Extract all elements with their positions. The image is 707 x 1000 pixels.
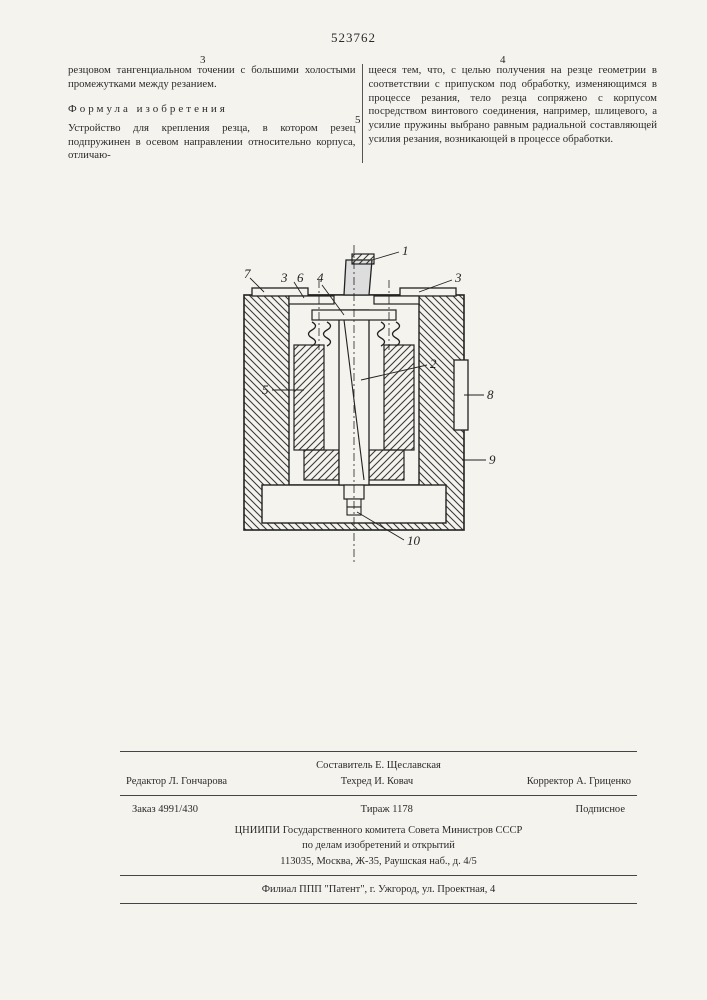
svg-text:2: 2 — [430, 356, 437, 371]
svg-text:5: 5 — [262, 382, 269, 397]
corrector: Корректор А. Гриценко — [527, 774, 631, 789]
order-number: Заказ 4991/430 — [132, 802, 198, 817]
org-line-2: по делам изобретений и открытий — [126, 838, 631, 853]
svg-text:10: 10 — [407, 533, 421, 548]
svg-text:6: 6 — [297, 270, 304, 285]
branch-line: Филиал ППП "Патент", г. Ужгород, ул. Про… — [120, 876, 637, 904]
org-line-1: ЦНИИПИ Государственного комитета Совета … — [126, 823, 631, 838]
techred: Техред И. Ковач — [341, 774, 413, 789]
imprint-footer: Составитель Е. Щеславская Редактор Л. Го… — [120, 751, 637, 904]
subscription: Подписное — [576, 802, 625, 817]
editor-row: Редактор Л. Гончарова Техред И. Ковач Ко… — [120, 774, 637, 795]
svg-text:3: 3 — [454, 270, 462, 285]
patent-figure: 1 2 3 3 4 5 6 7 8 9 10 — [194, 240, 514, 570]
right-column: щееся тем, что, с целью получения на рез… — [363, 64, 664, 163]
publication-block: Заказ 4991/430 Тираж 1178 Подписное ЦНИИ… — [120, 795, 637, 876]
svg-text:3: 3 — [280, 270, 288, 285]
svg-text:9: 9 — [489, 452, 496, 467]
svg-text:7: 7 — [244, 266, 251, 281]
left-para-1: резцовом тангенциальном точении с больши… — [68, 64, 356, 92]
svg-text:4: 4 — [317, 270, 324, 285]
address: 113035, Москва, Ж-35, Раушская наб., д. … — [126, 854, 631, 869]
two-column-text: резцовом тангенциальном точении с больши… — [62, 64, 663, 163]
svg-text:8: 8 — [487, 387, 494, 402]
svg-text:1: 1 — [402, 243, 409, 258]
tirage: Тираж 1178 — [361, 802, 413, 817]
left-column: резцовом тангенциальном точении с больши… — [62, 64, 363, 163]
composer-line: Составитель Е. Щеславская — [120, 758, 637, 773]
formula-heading: Формула изобретения — [68, 102, 356, 116]
right-para-1: щееся тем, что, с целью получения на рез… — [369, 64, 658, 147]
left-para-2: Устройство для крепления резца, в которо… — [68, 122, 356, 163]
document-number: 523762 — [331, 30, 376, 46]
editor: Редактор Л. Гончарова — [126, 774, 227, 789]
